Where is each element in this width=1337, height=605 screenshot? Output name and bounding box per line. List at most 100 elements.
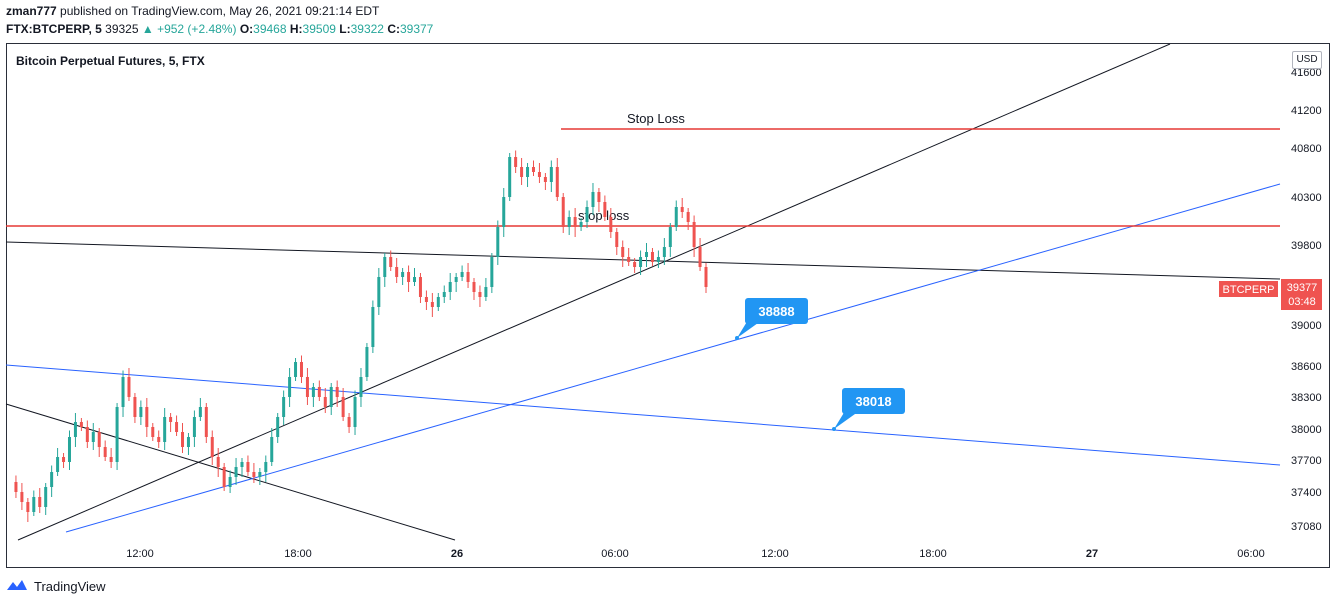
trendline-black-rising[interactable] bbox=[17, 43, 1171, 541]
candle-body bbox=[151, 427, 155, 437]
y-tick-label: 39000 bbox=[1291, 320, 1322, 332]
candle-body bbox=[621, 247, 625, 257]
candle-body bbox=[204, 407, 208, 437]
candle-body bbox=[181, 432, 185, 447]
candle-body bbox=[698, 247, 702, 267]
candle-body bbox=[32, 497, 36, 512]
callout-box-38018[interactable] bbox=[842, 388, 905, 414]
candle-body bbox=[145, 407, 149, 427]
candle-body bbox=[692, 222, 696, 247]
y-tick-label: 37400 bbox=[1291, 487, 1322, 499]
candle-body bbox=[329, 387, 333, 407]
candle-body bbox=[502, 197, 506, 227]
candle-body bbox=[615, 232, 619, 247]
candle-body bbox=[186, 437, 190, 447]
author-name[interactable]: zman777 bbox=[6, 4, 57, 18]
candle-body bbox=[418, 277, 422, 297]
price-tag-countdown: 03:48 bbox=[1288, 296, 1316, 308]
candle-body bbox=[133, 397, 137, 417]
callout-pointer-38888 bbox=[737, 320, 758, 338]
close-value: 39377 bbox=[399, 22, 434, 36]
y-tick-label: 40300 bbox=[1291, 192, 1322, 204]
candle-body bbox=[555, 167, 559, 197]
callout-label-38888: 38888 bbox=[758, 304, 794, 319]
candle-body bbox=[85, 427, 89, 442]
y-tick-label: 41600 bbox=[1291, 67, 1322, 79]
candle-body bbox=[109, 457, 113, 462]
callout-box-38888[interactable] bbox=[745, 298, 808, 324]
price-tag-symbol-bg bbox=[1219, 281, 1278, 297]
footer-brand-label: TradingView bbox=[34, 579, 106, 594]
candle-body bbox=[401, 272, 405, 277]
y-tick-label: 38600 bbox=[1291, 361, 1322, 373]
candle-body bbox=[139, 407, 143, 417]
candle-body bbox=[579, 222, 583, 227]
candle-body bbox=[311, 387, 315, 397]
y-tick-label: 41200 bbox=[1291, 105, 1322, 117]
candle-body bbox=[383, 257, 387, 277]
candle-body bbox=[508, 157, 512, 197]
candle-body bbox=[67, 437, 71, 462]
candle-body bbox=[407, 272, 411, 282]
price-tag-symbol: BTCPERP bbox=[1223, 284, 1275, 296]
candle-body bbox=[169, 417, 173, 422]
trend-lines[interactable] bbox=[5, 43, 1281, 541]
candle-body bbox=[674, 207, 678, 227]
close-label: C: bbox=[387, 22, 400, 36]
candle-body bbox=[686, 212, 690, 222]
price-tag-value: 39377 bbox=[1287, 282, 1318, 294]
high-value: 39509 bbox=[302, 22, 336, 36]
candle-body bbox=[377, 277, 381, 307]
x-tick-label: 18:00 bbox=[919, 548, 947, 560]
candle-body bbox=[44, 487, 48, 507]
last-price-tag: BTCPERP 39377 03:48 bbox=[1219, 279, 1322, 310]
trendline-blue-rising[interactable] bbox=[65, 183, 1281, 533]
candle-body bbox=[264, 462, 268, 472]
currency-label[interactable]: USD bbox=[1292, 51, 1322, 69]
candle-body bbox=[466, 272, 470, 282]
candle-body bbox=[442, 292, 446, 297]
candle-body bbox=[216, 457, 220, 467]
chart-frame bbox=[6, 43, 1330, 568]
y-tick-label: 38300 bbox=[1291, 392, 1322, 404]
candle-body bbox=[662, 247, 666, 257]
low-value: 39322 bbox=[350, 22, 384, 36]
candle-body bbox=[561, 197, 565, 227]
candle-body bbox=[91, 432, 95, 442]
trendline-blue-falling[interactable] bbox=[5, 364, 1281, 466]
horizontal-lines[interactable]: Stop Loss stop loss bbox=[6, 111, 1280, 227]
time-axis[interactable]: 12:00 18:00 26 06:00 12:00 18:00 27 06:00 bbox=[126, 548, 1265, 560]
candle-body bbox=[20, 492, 24, 502]
candle-body bbox=[305, 377, 309, 397]
x-tick-label: 06:00 bbox=[601, 548, 629, 560]
open-label: O: bbox=[239, 22, 254, 36]
candle-body bbox=[430, 302, 434, 307]
footer-branding[interactable]: TradingView bbox=[6, 578, 106, 595]
price-callouts[interactable]: 38888 38018 bbox=[735, 298, 905, 431]
price-tag-value-bg bbox=[1281, 279, 1322, 310]
candle-body bbox=[234, 467, 238, 477]
y-tick-label: 40800 bbox=[1291, 143, 1322, 155]
candle-body bbox=[240, 462, 244, 467]
candle-body bbox=[56, 457, 60, 472]
candle-body bbox=[520, 167, 524, 177]
candle-body bbox=[210, 437, 214, 457]
candle-body bbox=[38, 497, 42, 507]
candle-body bbox=[484, 287, 488, 297]
candle-body bbox=[347, 417, 351, 427]
last-price: 39325 bbox=[105, 22, 139, 36]
candle-body bbox=[526, 167, 530, 177]
candle-body bbox=[514, 157, 518, 167]
price-axis[interactable]: 41600 41200 40800 40300 39800 39000 38600 38300… bbox=[1291, 67, 1322, 533]
candle-body bbox=[591, 192, 595, 207]
candle-body bbox=[246, 462, 250, 472]
trendline-black-horizontal[interactable] bbox=[5, 241, 1281, 280]
candle-body bbox=[115, 407, 119, 462]
candle-body bbox=[537, 172, 541, 177]
callout-pointer-38018 bbox=[834, 411, 855, 429]
candle-body bbox=[645, 252, 649, 257]
x-tick-label: 18:00 bbox=[284, 548, 312, 560]
candle-body bbox=[704, 267, 708, 287]
candle-body bbox=[103, 447, 107, 457]
